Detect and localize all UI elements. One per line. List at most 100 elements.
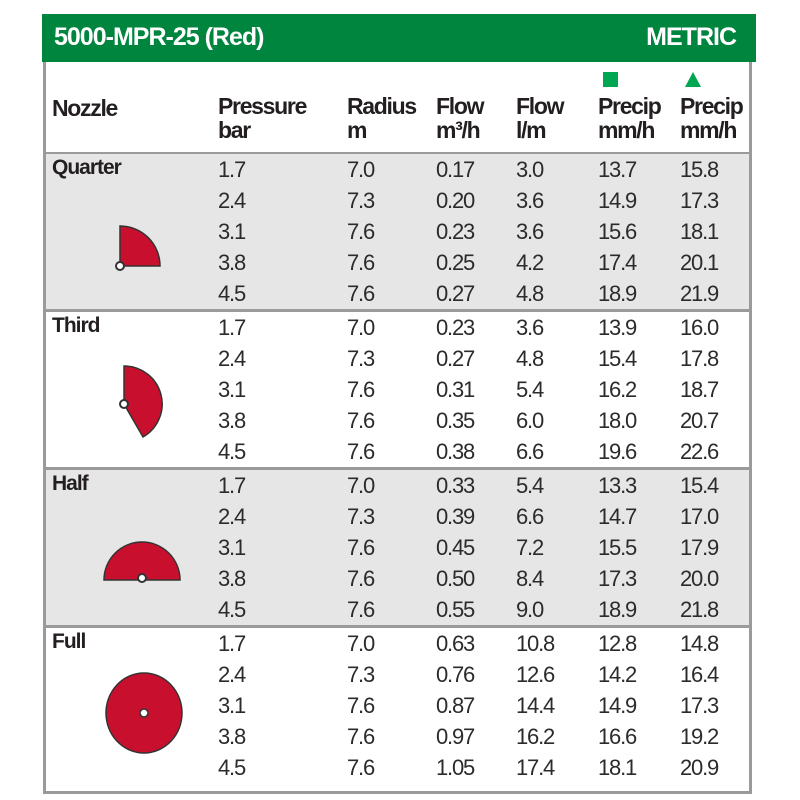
table-cell: 17.4 — [598, 250, 637, 275]
table-cell: 5.4 — [516, 473, 544, 498]
table-cell: 14.8 — [680, 631, 719, 656]
table-cell: 18.1 — [680, 219, 719, 244]
table-cell: 16.0 — [680, 315, 719, 340]
table-cell: 3.6 — [516, 315, 544, 340]
third-arc-icon — [106, 360, 166, 445]
table-cell: 0.76 — [436, 662, 475, 687]
column-header-line2: m — [347, 117, 367, 143]
table-cell: 0.27 — [436, 346, 475, 371]
half-arc-icon — [98, 536, 188, 591]
table-cell: 19.6 — [598, 439, 637, 464]
table-cell: 21.9 — [680, 281, 719, 306]
column-header-line2: mm/h — [598, 117, 655, 143]
nozzle-section-full: Full 1.7 7.0 0.63 10.8 12.8 14.8 2.4 7.3 0.76 12.6… — [46, 628, 749, 786]
nozzle-name: Half — [52, 472, 89, 495]
table-cell: 0.31 — [436, 377, 475, 402]
table-cell: 0.27 — [436, 281, 475, 306]
table-cell: 1.7 — [218, 315, 246, 340]
nozzle-section-third: Third 1.7 7.0 0.23 3.6 13.9 16.0 2.4 7.3 0.27 4.8 1… — [46, 312, 749, 470]
column-header-line1: Radius — [347, 93, 417, 119]
table-cell: 4.2 — [516, 250, 544, 275]
table-cell: 3.0 — [516, 157, 544, 182]
table-cell: 14.2 — [598, 662, 637, 687]
table-cell: 7.2 — [516, 535, 544, 560]
triangle-icon — [685, 72, 701, 87]
table-cell: 14.9 — [598, 188, 637, 213]
column-header-line2: bar — [218, 117, 251, 143]
table-cell: 1.05 — [436, 755, 475, 780]
table-title: 5000-MPR-25 (Red) — [54, 23, 264, 51]
table-cell: 3.6 — [516, 219, 544, 244]
table-cell: 7.6 — [347, 597, 375, 622]
table-cell: 0.50 — [436, 566, 475, 591]
table-cell: 13.9 — [598, 315, 637, 340]
table-cell: 0.17 — [436, 157, 475, 182]
table-cell: 0.97 — [436, 724, 475, 749]
table-cell: 3.8 — [218, 250, 246, 275]
nozzle-name: Full — [52, 630, 86, 653]
table-cell: 17.4 — [516, 755, 555, 780]
table-cell: 8.4 — [516, 566, 544, 591]
table-cell: 15.6 — [598, 219, 637, 244]
table-cell: 2.4 — [218, 504, 246, 529]
table-cell: 2.4 — [218, 346, 246, 371]
table-cell: 0.20 — [436, 188, 475, 213]
table-cell: 14.9 — [598, 693, 637, 718]
column-header-line1: Precip — [598, 93, 662, 119]
column-header-line2: l/m — [516, 117, 547, 143]
table-cell: 7.6 — [347, 219, 375, 244]
header-row: Nozzle Pressure bar Radius m Flow m³/h Flow l/m P… — [46, 62, 749, 155]
table-cell: 16.2 — [516, 724, 555, 749]
table-cell: 3.6 — [516, 188, 544, 213]
table-cell: 17.3 — [680, 188, 719, 213]
table-cell: 4.5 — [218, 755, 246, 780]
table-cell: 12.8 — [598, 631, 637, 656]
table-cell: 7.0 — [347, 631, 375, 656]
table-cell: 4.5 — [218, 281, 246, 306]
table-cell: 3.1 — [218, 377, 246, 402]
table-cell: 7.0 — [347, 157, 375, 182]
table-cell: 13.3 — [598, 473, 637, 498]
table-cell: 17.3 — [598, 566, 637, 591]
table-cell: 17.3 — [680, 693, 719, 718]
table-cell: 18.0 — [598, 408, 637, 433]
column-header-line2: m³/h — [436, 117, 481, 143]
table-cell: 3.1 — [218, 693, 246, 718]
table-cell: 7.3 — [347, 188, 375, 213]
table-cell: 22.6 — [680, 439, 719, 464]
column-header-line1: Pressure — [218, 93, 307, 119]
table-cell: 15.8 — [680, 157, 719, 182]
table-cell: 0.23 — [436, 315, 475, 340]
table-cell: 3.1 — [218, 219, 246, 244]
table-cell: 12.6 — [516, 662, 555, 687]
table-cell: 0.45 — [436, 535, 475, 560]
nozzle-name: Third — [52, 314, 100, 337]
table-cell: 4.5 — [218, 439, 246, 464]
table-cell: 7.0 — [347, 315, 375, 340]
table-cell: 0.63 — [436, 631, 475, 656]
table-cell: 7.6 — [347, 755, 375, 780]
table-cell: 4.5 — [218, 597, 246, 622]
table-cell: 4.8 — [516, 281, 544, 306]
table-cell: 7.3 — [347, 662, 375, 687]
square-icon — [603, 72, 618, 87]
table-cell: 15.5 — [598, 535, 637, 560]
table-cell: 15.4 — [680, 473, 719, 498]
column-header: Radius m — [347, 93, 417, 143]
table-cell: 7.6 — [347, 250, 375, 275]
nozzle-section-quarter: Quarter 1.7 7.0 0.17 3.0 13.7 15.8 2.4 7.3 0.20 3.… — [46, 154, 749, 312]
table-cell: 3.8 — [218, 408, 246, 433]
column-header: Nozzle — [52, 96, 118, 120]
table-cell: 17.9 — [680, 535, 719, 560]
table-cell: 0.35 — [436, 408, 475, 433]
table-cell: 17.8 — [680, 346, 719, 371]
table-cell: 7.6 — [347, 281, 375, 306]
column-header-line1: Precip — [680, 93, 744, 119]
nozzle-section-half: Half 1.7 7.0 0.33 5.4 13.3 15.4 2.4 7.3 0.39 6.6 14… — [46, 470, 749, 628]
table-cell: 0.25 — [436, 250, 475, 275]
table-cell: 20.0 — [680, 566, 719, 591]
column-header-line1: Flow — [436, 93, 484, 119]
table-cell: 13.7 — [598, 157, 637, 182]
table-cell: 14.7 — [598, 504, 637, 529]
table-cell: 16.6 — [598, 724, 637, 749]
